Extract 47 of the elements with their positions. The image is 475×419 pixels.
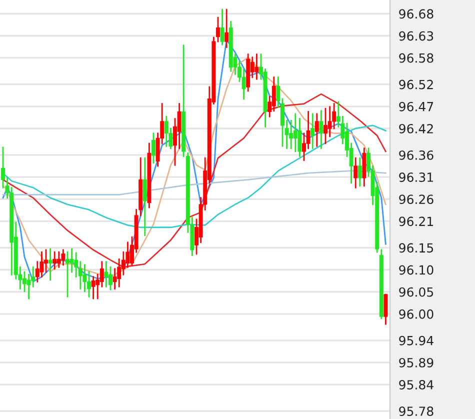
candlestick <box>254 54 259 80</box>
candlestick <box>56 251 61 268</box>
candlestick <box>216 16 220 42</box>
candlestick <box>289 120 294 150</box>
y-tick-label: 95.84 <box>399 380 434 390</box>
candlestick <box>328 106 332 138</box>
y-tick-label: 96.63 <box>399 31 434 41</box>
candlestick <box>319 110 324 150</box>
candlestick <box>48 248 52 281</box>
candlestick <box>152 132 156 164</box>
y-tick-label: 96.68 <box>399 9 434 19</box>
y-tick-label: 96.47 <box>399 102 434 112</box>
candlestick <box>104 261 108 288</box>
candlestick <box>142 157 147 236</box>
candlestick <box>61 249 66 266</box>
y-tick-label: 96.58 <box>399 53 434 63</box>
candlestick <box>384 294 388 325</box>
candlestick <box>82 264 87 292</box>
line-series <box>2 124 386 228</box>
y-tick-label: 96.52 <box>399 80 433 90</box>
y-tick-label: 95.78 <box>399 406 434 416</box>
line-series <box>2 93 386 268</box>
candlestick <box>164 116 168 147</box>
y-tick-label: 96.05 <box>399 287 434 297</box>
y-tick-label: 96.36 <box>399 150 434 160</box>
candlestick <box>310 113 315 150</box>
candlestick <box>242 68 246 100</box>
candlestick <box>177 103 182 150</box>
y-tick-label: 96.31 <box>399 172 433 182</box>
line-series <box>2 170 386 196</box>
y-tick-label: 96.21 <box>399 216 433 226</box>
y-tick-label: 96.26 <box>399 194 434 204</box>
candlestick <box>52 251 57 270</box>
candlestick <box>314 113 319 147</box>
y-tick-label: 96.15 <box>399 243 434 253</box>
candlestick <box>220 9 224 46</box>
y-tick-label: 95.89 <box>399 358 434 368</box>
candlestick <box>91 276 96 300</box>
y-tick-label: 96.00 <box>399 309 434 319</box>
candlestick <box>224 9 229 48</box>
candlestick <box>306 111 310 150</box>
candlestick <box>354 157 358 188</box>
candlestick <box>293 113 298 152</box>
y-tick-label: 96.42 <box>399 124 433 134</box>
candlestick <box>358 157 362 187</box>
y-tick-label: 95.94 <box>399 336 434 346</box>
y-tick-label: 96.10 <box>399 265 434 275</box>
